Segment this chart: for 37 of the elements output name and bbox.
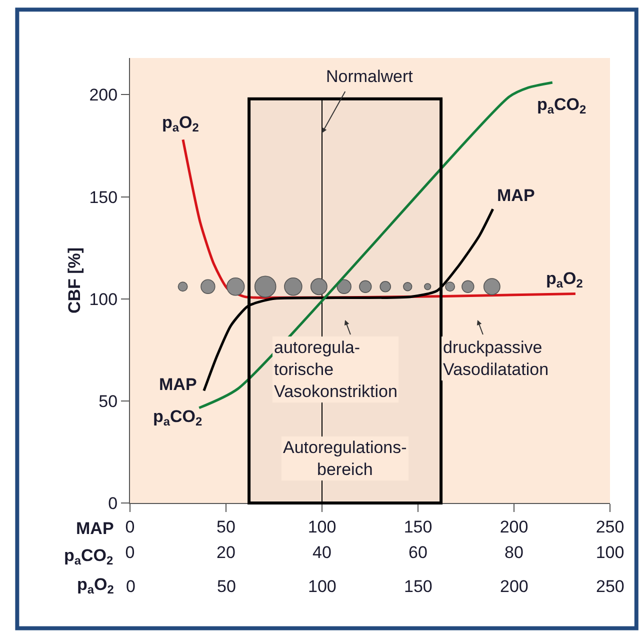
y-axis-title: CBF [%]: [64, 247, 84, 314]
x-tick-label: 0: [125, 517, 135, 536]
y-tick-label: 200: [89, 86, 118, 105]
y-tick-label: 100: [89, 290, 118, 309]
series-label: MAP: [497, 186, 535, 205]
y-tick-label: 0: [108, 494, 118, 513]
x2-tick-label: 60: [408, 543, 428, 562]
text: 50: [217, 577, 236, 596]
text: 100: [308, 577, 336, 596]
text: p$_{a}$CO$_{2}$: [64, 546, 114, 568]
series-label: p$_{a}$O$_{2}$: [546, 269, 584, 291]
band-label: Autoregulations- bereich: [283, 438, 407, 480]
annotation: autoregula- torische Vasokonstriktion: [274, 338, 398, 402]
x2-tick-label: 100: [596, 543, 624, 562]
text: 150: [404, 577, 432, 596]
x2-tick-label: 40: [312, 543, 332, 562]
ref-line-label: Normalwert: [326, 67, 414, 86]
text: 200: [500, 577, 528, 596]
x-axis-title: MAP: [76, 519, 114, 538]
x2-tick-label: 0: [125, 543, 135, 562]
annotation: druckpassive Vasodilatation: [443, 338, 549, 380]
x-tick-label: 250: [596, 517, 624, 536]
text: 250: [596, 577, 624, 596]
x-tick-label: 200: [500, 517, 528, 536]
x-tick-label: 100: [308, 517, 336, 536]
x2-axis-title: p$_{a}$CO$_{2}$: [537, 95, 587, 117]
x2-tick-label: 80: [504, 543, 524, 562]
text: MAP: [159, 375, 197, 394]
text: 0: [126, 577, 136, 596]
x-tick-label: 50: [216, 517, 236, 536]
y-tick-label: 50: [98, 392, 118, 411]
x-tick-label: 150: [404, 517, 432, 536]
series-label: p$_{a}$CO$_{2}$: [153, 407, 203, 429]
text: p$_{a}$O$_{2}$: [77, 575, 114, 597]
x2-tick-label: 20: [216, 543, 236, 562]
annotation: p$_{a}$O$_{2}$: [162, 113, 200, 135]
y-tick-label: 150: [89, 188, 118, 207]
